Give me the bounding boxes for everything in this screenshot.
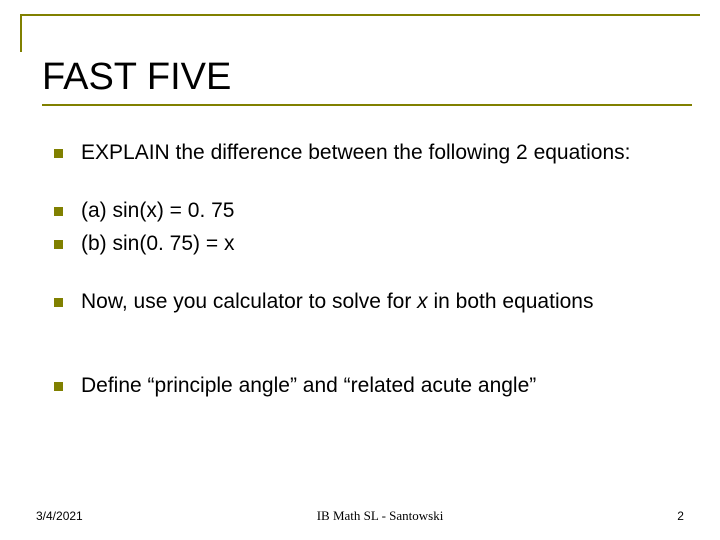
bullet-icon: [54, 382, 63, 391]
top-border-decoration: [20, 14, 700, 26]
list-item: Define “principle angle” and “related ac…: [54, 373, 680, 399]
bullet-icon: [54, 298, 63, 307]
bullet-text: Now, use you calculator to solve for x i…: [81, 289, 593, 315]
bullet-group-1: EXPLAIN the difference between the follo…: [54, 140, 680, 166]
list-item: (a) sin(x) = 0. 75: [54, 198, 680, 224]
footer-center: IB Math SL - Santowski: [317, 508, 444, 524]
title-underline: [42, 104, 692, 106]
bullet-text: Define “principle angle” and “related ac…: [81, 373, 536, 399]
text-italic: x: [417, 290, 428, 313]
left-border-decoration: [20, 14, 22, 52]
bullet-icon: [54, 240, 63, 249]
slide-content: EXPLAIN the difference between the follo…: [54, 140, 680, 431]
list-item: EXPLAIN the difference between the follo…: [54, 140, 680, 166]
list-item: Now, use you calculator to solve for x i…: [54, 289, 680, 315]
bullet-text: (b) sin(0. 75) = x: [81, 231, 234, 257]
footer-date: 3/4/2021: [36, 509, 83, 523]
bullet-icon: [54, 207, 63, 216]
bullet-group-3: Now, use you calculator to solve for x i…: [54, 289, 680, 315]
text-suffix: in both equations: [428, 290, 594, 313]
footer-page-number: 2: [677, 509, 684, 523]
bullet-text: (a) sin(x) = 0. 75: [81, 198, 234, 224]
list-item: (b) sin(0. 75) = x: [54, 231, 680, 257]
slide-title: FAST FIVE: [42, 56, 231, 99]
bullet-group-4: Define “principle angle” and “related ac…: [54, 373, 680, 399]
bullet-group-2: (a) sin(x) = 0. 75 (b) sin(0. 75) = x: [54, 198, 680, 257]
bullet-icon: [54, 149, 63, 158]
slide-footer: 3/4/2021 IB Math SL - Santowski 2: [36, 508, 684, 524]
text-prefix: Now, use you calculator to solve for: [81, 290, 417, 313]
bullet-text: EXPLAIN the difference between the follo…: [81, 140, 630, 166]
